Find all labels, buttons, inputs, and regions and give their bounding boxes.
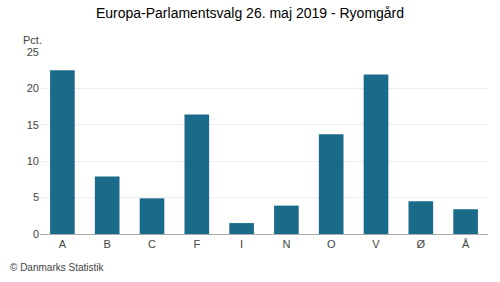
svg-text:10: 10	[27, 155, 39, 167]
svg-text:25: 25	[27, 46, 39, 58]
svg-text:0: 0	[33, 228, 39, 240]
svg-text:V: V	[372, 238, 380, 250]
svg-text:© Danmarks Statistik: © Danmarks Statistik	[10, 262, 105, 273]
svg-text:20: 20	[27, 82, 39, 94]
svg-text:A: A	[59, 238, 67, 250]
svg-text:B: B	[104, 238, 111, 250]
svg-text:5: 5	[33, 191, 39, 203]
svg-text:15: 15	[27, 119, 39, 131]
svg-text:Å: Å	[462, 238, 470, 250]
svg-text:C: C	[148, 238, 156, 250]
svg-text:Europa-Parlamentsvalg 26. maj: Europa-Parlamentsvalg 26. maj 2019 - Ryo…	[96, 5, 404, 21]
svg-text:Ø: Ø	[417, 238, 426, 250]
svg-text:Pct.: Pct.	[23, 34, 42, 46]
svg-text:N: N	[282, 238, 290, 250]
svg-text:F: F	[193, 238, 200, 250]
svg-text:O: O	[327, 238, 336, 250]
svg-text:I: I	[240, 238, 243, 250]
